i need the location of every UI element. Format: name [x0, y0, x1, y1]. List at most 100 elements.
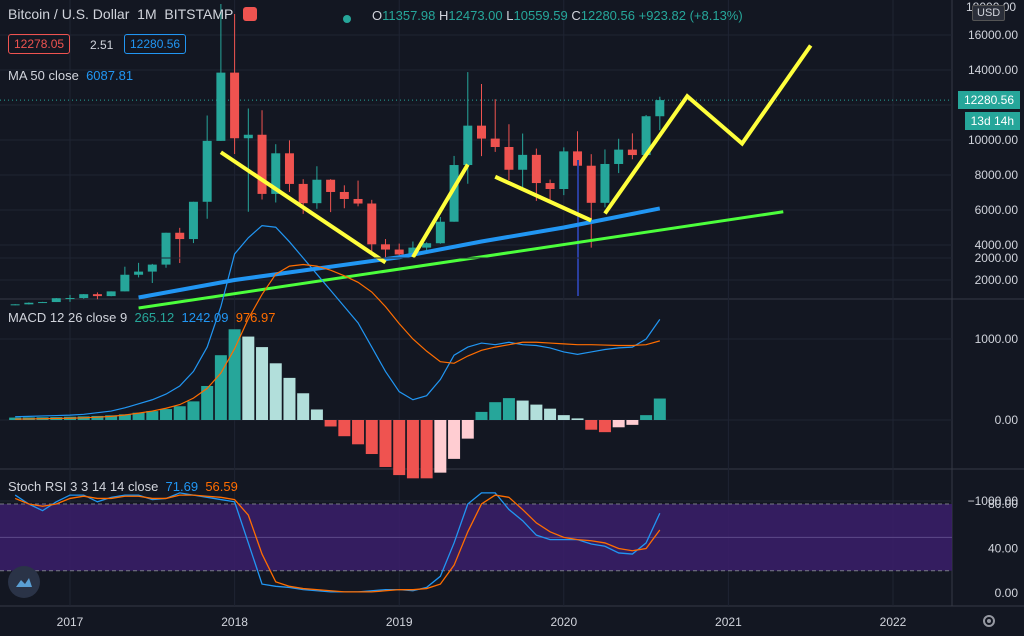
price-tick-label: 14000.00	[968, 63, 1018, 77]
candle-body	[531, 154, 541, 184]
candle-body	[175, 232, 185, 240]
price-tick-label: 2000.00	[975, 273, 1019, 287]
ma-value: 6087.81	[86, 68, 134, 83]
candle-body	[367, 203, 377, 245]
cloud-icon	[16, 578, 32, 587]
stoch-legend[interactable]: Stoch RSI 3 3 14 14 close 71.69 56.59	[8, 479, 238, 494]
ask-price-box[interactable]: 12280.56	[124, 34, 187, 54]
candle-body	[65, 298, 75, 300]
gear-icon[interactable]	[980, 612, 998, 630]
candle-body	[545, 183, 555, 189]
macd-histogram-bar	[489, 402, 502, 420]
macd-histogram-bar	[379, 420, 392, 467]
macd-histogram-bar	[475, 411, 488, 420]
macd-histogram-bar	[297, 393, 310, 420]
candle-body	[600, 163, 610, 203]
macd-line	[15, 224, 661, 418]
macd-histogram-bar	[434, 420, 447, 473]
macd-histogram-bar	[352, 420, 365, 445]
candle-body	[106, 291, 116, 297]
bid-price-box[interactable]: 12278.05	[8, 34, 71, 54]
macd-legend[interactable]: MACD 12 26 close 9 265.12 1242.09 976.97	[8, 310, 276, 325]
macd-histogram-bar	[283, 377, 296, 420]
candle-body	[79, 294, 89, 299]
macd-histogram-bar	[393, 420, 406, 476]
macd-histogram-bar	[173, 406, 186, 420]
macd-signal-line	[15, 263, 660, 420]
candle-body	[408, 247, 418, 255]
currency-label[interactable]: USD	[972, 5, 1006, 21]
market-status-icon	[343, 11, 351, 26]
yellow-drawing-line	[494, 174, 593, 223]
candle-body	[518, 154, 528, 170]
macd-tick-label: 1000.00	[975, 332, 1019, 346]
candle-body	[230, 72, 240, 139]
stoch-tick-label: 80.00	[988, 497, 1018, 511]
macd-histogram-bar	[91, 415, 104, 420]
macd-histogram-bar	[571, 418, 584, 420]
macd-signal-value: 976.97	[235, 310, 276, 325]
candle-body	[353, 198, 363, 204]
macd-histogram-bar	[516, 400, 529, 420]
candle-body	[586, 165, 596, 203]
stoch-d-line	[14, 494, 661, 593]
macd-histogram-bar	[256, 347, 269, 420]
candle-body	[243, 134, 253, 139]
time-tick-label: 2020	[550, 615, 577, 629]
macd-histogram-bar	[338, 420, 351, 437]
time-tick-label: 2018	[221, 615, 248, 629]
candle-body	[312, 179, 322, 204]
macd-histogram-bar	[612, 420, 625, 428]
candle-body	[394, 249, 404, 255]
symbol-name: Bitcoin / U.S. Dollar	[8, 6, 130, 22]
yellow-drawing-line	[411, 163, 470, 259]
candle-body	[614, 149, 624, 164]
stoch-k-value: 71.69	[165, 479, 199, 494]
macd-histogram-bar	[406, 420, 419, 479]
flag-icon[interactable]	[243, 7, 257, 21]
candle-body	[257, 134, 267, 194]
macd-histogram-bar	[365, 420, 378, 455]
macd-histogram-bar	[201, 385, 214, 420]
candle-body	[641, 116, 651, 156]
candle-body	[51, 298, 61, 303]
macd-histogram-bar	[557, 415, 570, 420]
macd-tick-label: 0.00	[995, 413, 1019, 427]
exchange-label: BITSTAMP	[164, 6, 234, 22]
macd-histogram-bar	[530, 404, 543, 420]
candle-body	[120, 274, 130, 292]
price-tick-label: 6000.00	[975, 203, 1019, 217]
macd-tick-label: 2000.00	[975, 251, 1019, 265]
macd-histogram-bar	[626, 420, 639, 425]
candle-body	[161, 232, 171, 265]
stoch-tick-label: 0.00	[995, 586, 1019, 600]
change-value: +923.82 (+8.13%)	[638, 8, 743, 23]
candle-body	[188, 201, 198, 240]
price-tick-label: 10000.00	[968, 133, 1018, 147]
candle-body	[298, 183, 308, 204]
candle-body	[216, 72, 226, 141]
ma-legend[interactable]: MA 50 close 6087.81	[8, 68, 134, 83]
macd-histogram-bar	[146, 411, 159, 420]
candle-body	[504, 147, 514, 170]
macd-histogram-bar	[420, 420, 433, 479]
macd-histogram-bar	[585, 420, 598, 430]
low-value: 10559.59	[513, 8, 568, 23]
yellow-drawing-line	[219, 150, 387, 265]
macd-line-value: 1242.09	[181, 310, 229, 325]
tradingview-logo[interactable]	[8, 566, 40, 598]
symbol-legend[interactable]: Bitcoin / U.S. Dollar 1M BITSTAMP	[8, 6, 257, 22]
candle-body	[380, 244, 390, 250]
candle-body	[10, 304, 20, 306]
open-value: 11357.98	[382, 8, 436, 23]
macd-histogram-bar	[187, 401, 200, 420]
candle-body	[477, 125, 486, 139]
stoch-d-value: 56.59	[205, 479, 238, 494]
last-price-tag: 12280.56	[957, 91, 1020, 109]
macd-histogram-bar	[132, 412, 145, 420]
close-value: 12280.56	[580, 8, 635, 23]
macd-histogram-bar	[640, 415, 653, 420]
interval-label: 1M	[137, 6, 157, 22]
candle-body	[202, 140, 212, 202]
